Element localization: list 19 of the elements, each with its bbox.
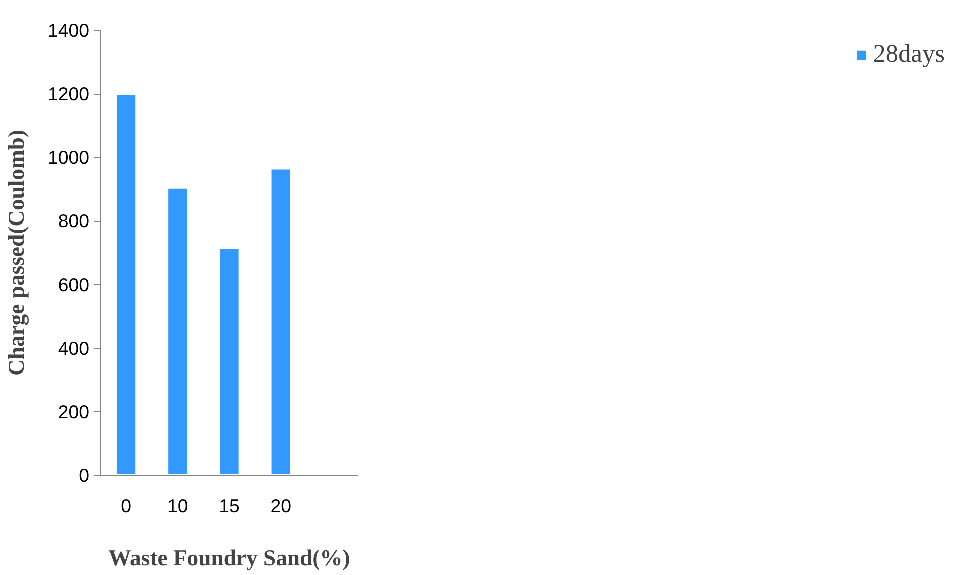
bar: [270, 168, 292, 476]
y-tick-label: 0: [79, 465, 90, 486]
bar: [166, 186, 190, 476]
x-tick-label: 20: [270, 496, 292, 516]
legend-label: 28days: [873, 40, 945, 69]
x-tick-label: 0: [121, 496, 132, 516]
y-axis-title: Charge passed(Coulomb): [4, 130, 29, 376]
y-tick-label: 1400: [48, 20, 90, 41]
y-tick-label: 400: [58, 338, 90, 359]
y-tick-label: 200: [58, 401, 90, 422]
y-tick-label: 1000: [48, 147, 90, 168]
x-tick-label: 15: [219, 496, 240, 516]
y-tick-label: 1200: [48, 84, 90, 105]
y-tick-label: 600: [58, 274, 90, 296]
bar: [114, 93, 138, 476]
x-axis-title: Waste Foundry Sand(%): [108, 546, 350, 570]
y-tick-label: 800: [58, 210, 90, 232]
x-tick-label: 10: [168, 496, 188, 516]
bar: [218, 247, 241, 476]
